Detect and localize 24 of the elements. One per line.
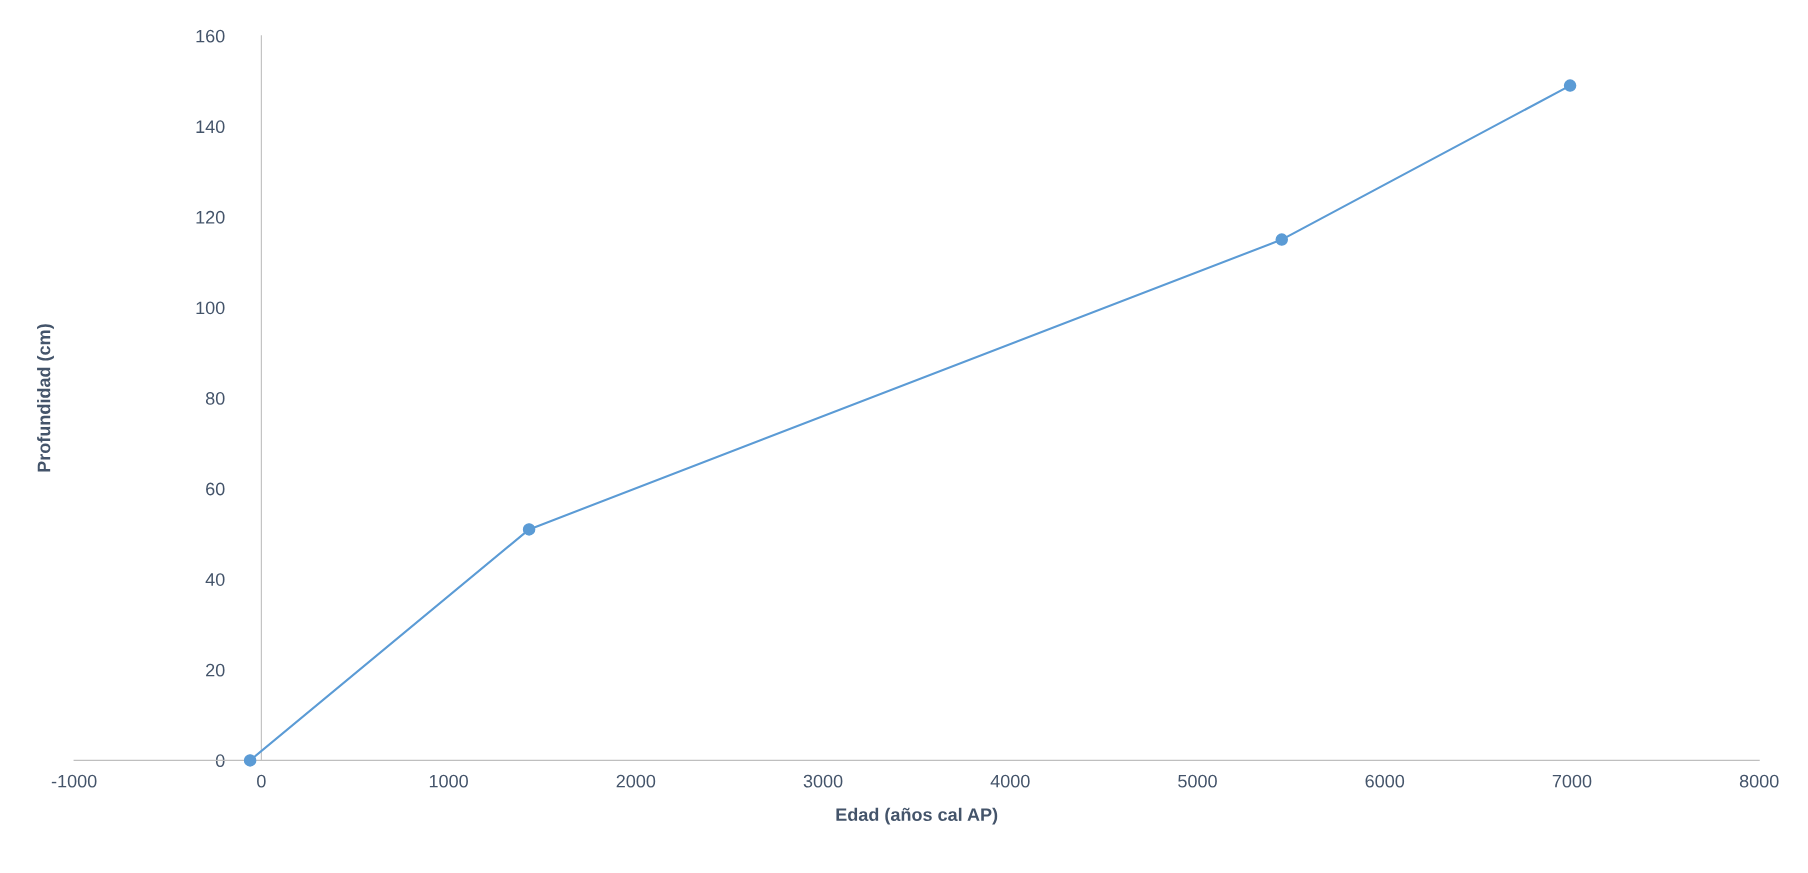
y-tick-label: 140 bbox=[196, 120, 225, 134]
y-axis-title: Profundidad (cm) bbox=[37, 324, 54, 472]
x-tick-label: 4000 bbox=[990, 774, 1030, 788]
point bbox=[1563, 79, 1577, 92]
x-tick-label: 7000 bbox=[1552, 774, 1592, 788]
x-axis-title: Edad (años cal AP) bbox=[836, 807, 998, 825]
x-tick-label: 5000 bbox=[1178, 774, 1217, 788]
point bbox=[1275, 233, 1289, 246]
y-tick-label: 100 bbox=[196, 301, 225, 315]
point bbox=[243, 754, 257, 767]
x-tick-label: 1000 bbox=[429, 774, 468, 788]
point bbox=[522, 523, 536, 536]
y-tick-label: 60 bbox=[206, 482, 225, 496]
y-tick-label: 20 bbox=[206, 663, 225, 677]
x-tick-label: -1000 bbox=[51, 774, 97, 788]
y-tick-label: 80 bbox=[205, 392, 225, 405]
y-tick-label: 120 bbox=[196, 210, 225, 224]
y-tick-label: 40 bbox=[205, 573, 225, 586]
x-tick-label: 3000 bbox=[803, 774, 843, 788]
x-tick-label: 8000 bbox=[1739, 774, 1779, 788]
y-tick-label: 160 bbox=[196, 29, 225, 43]
x-tick-label: 2000 bbox=[616, 774, 656, 788]
x-tick-label: 6000 bbox=[1365, 774, 1405, 788]
x-tick-label: 0 bbox=[257, 774, 266, 788]
